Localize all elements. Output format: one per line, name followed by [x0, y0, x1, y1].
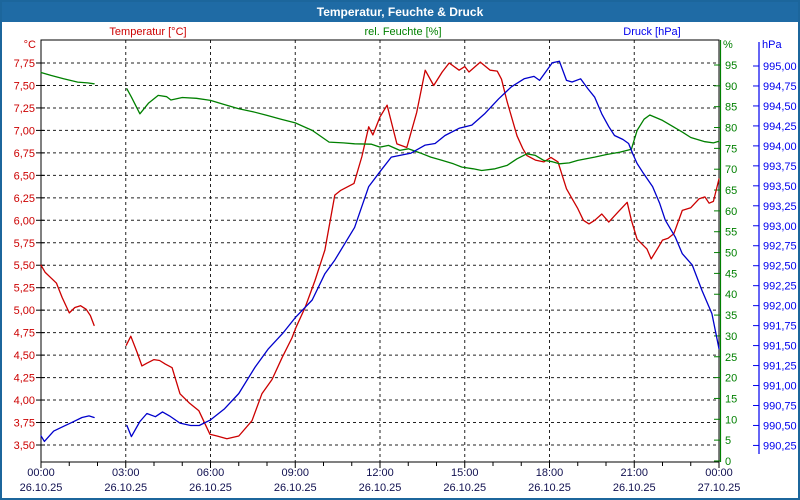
temperature-tick-label: 6,75 [14, 148, 35, 160]
temperature-tick-label: 7,25 [14, 103, 35, 115]
humidity-tick-label: 5 [725, 435, 731, 447]
pressure-tick-label: 994,25 [763, 121, 797, 133]
temperature-tick-label: 5,50 [14, 260, 35, 272]
window-title: Temperatur, Feuchte & Druck [2, 2, 798, 22]
humidity-tick-label: 70 [725, 164, 737, 176]
temperature-tick-label: 5,00 [14, 305, 35, 317]
humidity-tick-label: 85 [725, 102, 737, 114]
temperature-tick-label: 4,25 [14, 373, 35, 385]
humidity-axis-unit: % [723, 39, 733, 51]
pressure-tick-label: 991,00 [763, 381, 797, 393]
humidity-tick-label: 0 [725, 456, 731, 468]
temperature-tick-label: 5,75 [14, 238, 35, 250]
humidity-tick-label: 95 [725, 60, 737, 72]
x-axis-time-label: 03:00 [112, 467, 140, 479]
x-axis-date-label: 26.10.25 [189, 482, 232, 494]
x-axis-date-label: 26.10.25 [20, 482, 63, 494]
temperature-tick-label: 6,50 [14, 170, 35, 182]
pressure-tick-label: 995,00 [763, 61, 797, 73]
temperature-axis-unit: °C [23, 39, 36, 51]
pressure-tick-label: 993,25 [763, 201, 797, 213]
series-rel-feuchte [40, 71, 720, 172]
humidity-tick-label: 90 [725, 81, 737, 93]
pressure-tick-label: 991,75 [763, 321, 797, 333]
legend-humidity: rel. Feuchte [%] [364, 26, 442, 38]
temperature-tick-label: 5,25 [14, 283, 35, 295]
pressure-tick-label: 993,75 [763, 161, 797, 173]
gridlines: 7,75 7,50 7,25 7,00 6,75 6,50 6,25 6,00 5,75 5,50… [14, 40, 719, 462]
pressure-tick-label: 990,50 [763, 420, 797, 432]
x-axis-time-label: 18:00 [536, 467, 564, 479]
pressure-tick-label: 991,25 [763, 361, 797, 373]
pressure-tick-label: 992,00 [763, 301, 797, 313]
humidity-tick-label: 25 [725, 352, 737, 364]
temperature-tick-label: 6,25 [14, 193, 35, 205]
temperature-tick-label: 7,75 [14, 58, 35, 70]
x-axis-date-label: 26.10.25 [443, 482, 486, 494]
humidity-tick-label: 60 [725, 206, 737, 218]
humidity-tick-label: 65 [725, 185, 737, 197]
temperature-tick-label: 4,50 [14, 350, 35, 362]
temperature-tick-label: 6,00 [14, 215, 35, 227]
humidity-tick-label: 30 [725, 331, 737, 343]
x-axis-date-label: 27.10.25 [698, 482, 741, 494]
pressure-tick-label: 992,25 [763, 281, 797, 293]
temperature-tick-label: 3,75 [14, 418, 35, 430]
pressure-tick-label: 992,75 [763, 241, 797, 253]
x-axis-time-label: 06:00 [197, 467, 225, 479]
pressure-tick-label: 990,75 [763, 400, 797, 412]
x-axis-date-label: 26.10.25 [359, 482, 402, 494]
temperature-tick-label: 4,00 [14, 395, 35, 407]
pressure-tick-label: 994,00 [763, 141, 797, 153]
x-axis-time-label: 09:00 [281, 467, 309, 479]
pressure-tick-label: 994,75 [763, 81, 797, 93]
humidity-tick-label: 55 [725, 227, 737, 239]
temperature-tick-label: 7,50 [14, 80, 35, 92]
legend-temperature: Temperatur [°C] [109, 26, 187, 38]
pressure-axis: 995,00 994,75 994,50 994,25 994,00 993,75 993,… [753, 42, 797, 454]
x-axis-time-label: 00:00 [705, 467, 733, 479]
pressure-tick-label: 993,50 [763, 181, 797, 193]
x-axis-date-label: 26.10.25 [528, 482, 571, 494]
pressure-tick-label: 994,50 [763, 101, 797, 113]
humidity-tick-label: 40 [725, 289, 737, 301]
pressure-tick-label: 991,50 [763, 341, 797, 353]
x-axis-date-label: 26.10.25 [104, 482, 147, 494]
temperature-tick-label: 3,50 [14, 440, 35, 452]
x-axis-date-label: 26.10.25 [613, 482, 656, 494]
humidity-tick-label: 75 [725, 143, 737, 155]
series-druck [40, 60, 720, 443]
x-axis-date-label: 26.10.25 [274, 482, 317, 494]
pressure-tick-label: 992,50 [763, 261, 797, 273]
humidity-tick-label: 45 [725, 268, 737, 280]
humidity-tick-label: 15 [725, 393, 737, 405]
x-axis-time-label: 12:00 [366, 467, 394, 479]
humidity-tick-label: 50 [725, 248, 737, 260]
humidity-tick-label: 10 [725, 414, 737, 426]
pressure-axis-unit: hPa [762, 39, 782, 51]
x-axis-time-label: 15:00 [451, 467, 479, 479]
humidity-tick-label: 80 [725, 123, 737, 135]
legend-pressure: Druck [hPa] [623, 26, 681, 38]
x-axis-time-label: 00:00 [27, 467, 55, 479]
x-axis-time-label: 21:00 [620, 467, 648, 479]
temperature-tick-label: 7,00 [14, 125, 35, 137]
pressure-tick-label: 993,00 [763, 221, 797, 233]
humidity-tick-label: 20 [725, 373, 737, 385]
humidity-tick-label: 35 [725, 310, 737, 322]
temperature-tick-label: 4,75 [14, 328, 35, 340]
x-axis: 00:00 26.10.25 03:00 26.10.25 06:00 26.10.25 0… [20, 462, 741, 494]
series-temperatur [40, 61, 720, 440]
pressure-tick-label: 990,25 [763, 440, 797, 452]
